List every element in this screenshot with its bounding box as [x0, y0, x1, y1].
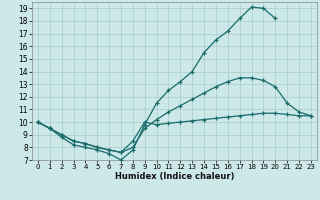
X-axis label: Humidex (Indice chaleur): Humidex (Indice chaleur): [115, 172, 234, 181]
